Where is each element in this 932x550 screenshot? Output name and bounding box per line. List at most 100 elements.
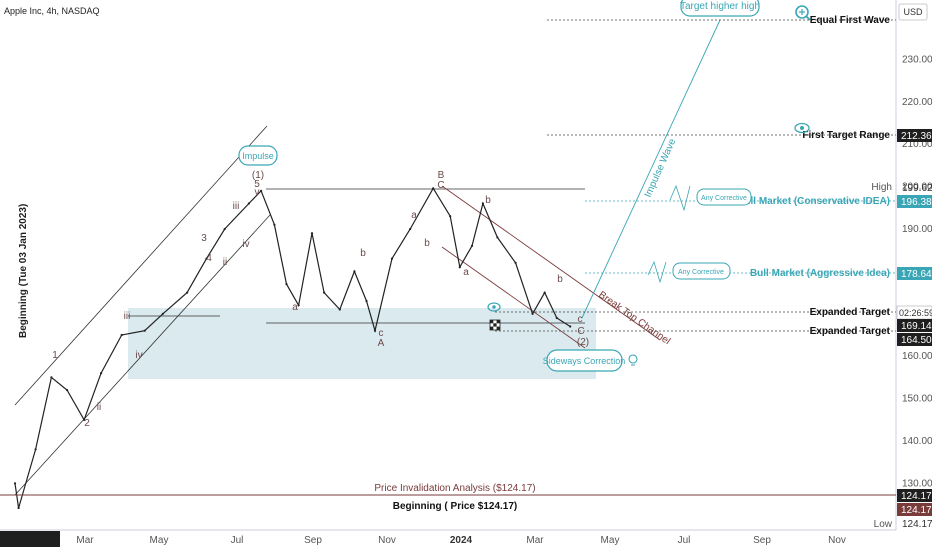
svg-text:196.38: 196.38 — [901, 197, 932, 208]
price-point — [569, 325, 572, 328]
price-point — [373, 329, 377, 332]
svg-text:ii: ii — [223, 257, 227, 268]
price-point — [186, 291, 189, 294]
checkered-flag-icon — [489, 319, 501, 331]
correction-channel-top — [441, 185, 661, 341]
callout-any-corrective-2[interactable]: Any Corrective — [672, 262, 731, 280]
demand-zone — [128, 308, 596, 379]
svg-text:(2): (2) — [577, 337, 589, 348]
price-points — [13, 187, 572, 510]
zigzag-aggressive — [647, 260, 667, 284]
price-point — [297, 304, 300, 307]
svg-text:B: B — [438, 170, 445, 181]
svg-text:ii: ii — [97, 402, 101, 413]
zoom-icon[interactable] — [795, 5, 811, 21]
svg-text:b: b — [485, 195, 491, 206]
callout-sideways-correction[interactable]: Sideways Correction — [543, 349, 626, 372]
y-tick-label: 150.00 — [902, 394, 932, 405]
svg-text:C: C — [577, 326, 584, 337]
svg-text:02:26:59: 02:26:59 — [899, 308, 932, 318]
svg-text:Impulse: Impulse — [242, 151, 274, 161]
callout-any-corrective-1[interactable]: Any Corrective — [696, 188, 752, 206]
svg-text:b: b — [424, 238, 430, 249]
x-tick-label: Jul — [231, 535, 244, 546]
label-expanded-1: Expanded Target — [810, 307, 891, 318]
price-point — [449, 215, 452, 218]
price-point — [260, 189, 263, 192]
price-point — [205, 257, 208, 260]
price-point — [50, 376, 53, 379]
price-point — [17, 506, 20, 510]
x-tick-label: Nov — [828, 535, 846, 546]
y-tick-label: 200.00 — [902, 182, 932, 193]
eye-icon — [794, 122, 810, 134]
label-high: High — [871, 182, 892, 193]
x-tick-label: Mar — [526, 535, 544, 546]
tag-first-target: 212.36 — [897, 129, 932, 142]
price-point — [365, 299, 368, 303]
impulse-channel-top — [14, 125, 268, 406]
y-tick-label: 190.00 — [902, 224, 932, 235]
x-tick-label: Sep — [753, 535, 771, 546]
label-first-target: First Target Range — [802, 130, 890, 141]
svg-text:2: 2 — [84, 418, 90, 429]
svg-text:c: c — [379, 328, 384, 339]
callout-target-higher-high[interactable]: Target higher high — [680, 0, 760, 17]
svg-text:124.17: 124.17 — [902, 519, 932, 530]
svg-text:Sideways Correction: Sideways Correction — [543, 356, 626, 366]
svg-text:a: a — [292, 302, 298, 313]
price-point — [247, 202, 250, 205]
structure-lines — [14, 19, 721, 496]
x-tick-label: Mar — [76, 535, 94, 546]
price-point — [285, 283, 288, 286]
svg-text:3: 3 — [201, 233, 207, 244]
impulse-wave-label: Impulse Wave — [643, 137, 679, 199]
x-tick-label: 2024 — [450, 535, 473, 546]
price-point — [83, 418, 86, 421]
svg-text:212.36: 212.36 — [901, 131, 932, 142]
svg-text:4: 4 — [206, 253, 212, 264]
svg-text:199.62: 199.62 — [902, 183, 932, 194]
svg-text:5: 5 — [254, 179, 260, 190]
price-point — [390, 257, 394, 260]
impulse-wave-projection — [581, 19, 721, 319]
price-point — [13, 482, 17, 485]
svg-text:1: 1 — [52, 350, 58, 361]
x-tick-label: Nov — [378, 535, 396, 546]
tag-expanded: 164.50 — [897, 333, 932, 346]
price-point — [496, 236, 499, 239]
label-aggressive: Bull Market (Aggressive Idea) — [750, 268, 890, 279]
price-point — [338, 308, 341, 311]
price-point — [470, 244, 474, 247]
correction-channel-bottom — [441, 246, 586, 349]
svg-text:A: A — [378, 338, 385, 349]
symbol-title: Apple Inc, 4h, NASDAQ — [4, 6, 100, 16]
lightbulb-icon — [628, 354, 638, 366]
y-tick-label: 160.00 — [902, 351, 932, 362]
currency-selector[interactable]: USD — [898, 3, 928, 21]
price-point — [143, 329, 146, 332]
price-point — [34, 448, 37, 451]
x-tick-label: May — [601, 535, 620, 546]
label-equal-first-wave: Equal First Wave — [810, 15, 891, 26]
callout-impulse[interactable]: Impulse — [238, 145, 278, 166]
level-lines — [0, 19, 896, 496]
svg-text:(1): (1) — [252, 170, 264, 181]
price-point — [310, 232, 314, 235]
svg-text:Any Corrective: Any Corrective — [701, 195, 747, 202]
svg-text:Any Corrective: Any Corrective — [678, 269, 724, 276]
y-tick-label: 140.00 — [902, 436, 932, 447]
svg-text:iii: iii — [124, 311, 131, 322]
eye-icon-small — [487, 302, 501, 312]
svg-text:b: b — [557, 274, 563, 285]
wave-labels: (1) 5 v iii iv 3 4 iii ii 1 2 iv ii B C … — [52, 170, 589, 429]
price-point — [161, 312, 164, 315]
x-cursor-tag — [0, 531, 60, 547]
svg-text:a: a — [463, 267, 469, 278]
svg-text:178.64: 178.64 — [901, 269, 932, 280]
price-point — [353, 270, 356, 273]
svg-text:USD: USD — [903, 7, 923, 17]
vertical-beginning-label: Beginning (Tue 03 Jan 2023) — [18, 204, 29, 338]
svg-text:v: v — [255, 187, 260, 198]
